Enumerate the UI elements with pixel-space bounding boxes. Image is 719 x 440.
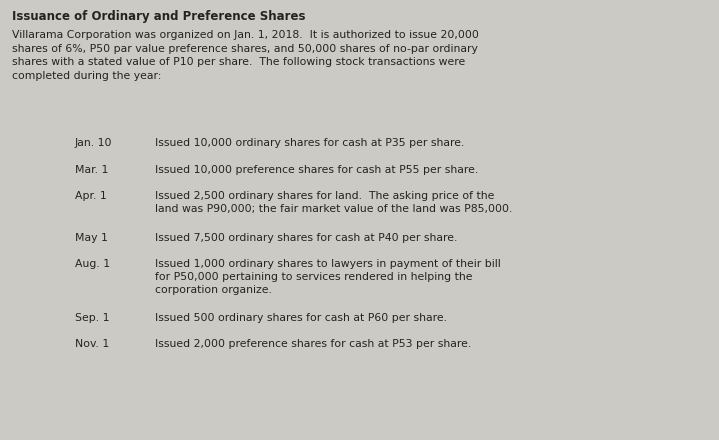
Text: Nov. 1: Nov. 1 [75,339,109,349]
Text: Issued 10,000 preference shares for cash at P55 per share.: Issued 10,000 preference shares for cash… [155,165,478,175]
Text: land was P90,000; the fair market value of the land was P85,000.: land was P90,000; the fair market value … [155,204,513,214]
Text: Jan. 10: Jan. 10 [75,138,112,148]
Text: Issued 10,000 ordinary shares for cash at P35 per share.: Issued 10,000 ordinary shares for cash a… [155,138,464,148]
Text: Issued 2,000 preference shares for cash at P53 per share.: Issued 2,000 preference shares for cash … [155,339,471,349]
Text: Issued 2,500 ordinary shares for land.  The asking price of the: Issued 2,500 ordinary shares for land. T… [155,191,495,201]
Text: Issued 500 ordinary shares for cash at P60 per share.: Issued 500 ordinary shares for cash at P… [155,313,447,323]
Text: shares of 6%, P50 par value preference shares, and 50,000 shares of no-par ordin: shares of 6%, P50 par value preference s… [12,44,478,54]
Text: Issued 1,000 ordinary shares to lawyers in payment of their bill: Issued 1,000 ordinary shares to lawyers … [155,259,500,269]
Text: for P50,000 pertaining to services rendered in helping the: for P50,000 pertaining to services rende… [155,272,472,282]
Text: Mar. 1: Mar. 1 [75,165,109,175]
Text: Villarama Corporation was organized on Jan. 1, 2018.  It is authorized to issue : Villarama Corporation was organized on J… [12,30,479,40]
Text: Sep. 1: Sep. 1 [75,313,109,323]
Text: completed during the year:: completed during the year: [12,70,161,81]
Text: Issuance of Ordinary and Preference Shares: Issuance of Ordinary and Preference Shar… [12,10,306,23]
Text: Aug. 1: Aug. 1 [75,259,110,269]
Text: shares with a stated value of P10 per share.  The following stock transactions w: shares with a stated value of P10 per sh… [12,57,465,67]
Text: Apr. 1: Apr. 1 [75,191,106,201]
Text: May 1: May 1 [75,233,108,243]
Text: corporation organize.: corporation organize. [155,285,272,295]
Text: Issued 7,500 ordinary shares for cash at P40 per share.: Issued 7,500 ordinary shares for cash at… [155,233,457,243]
